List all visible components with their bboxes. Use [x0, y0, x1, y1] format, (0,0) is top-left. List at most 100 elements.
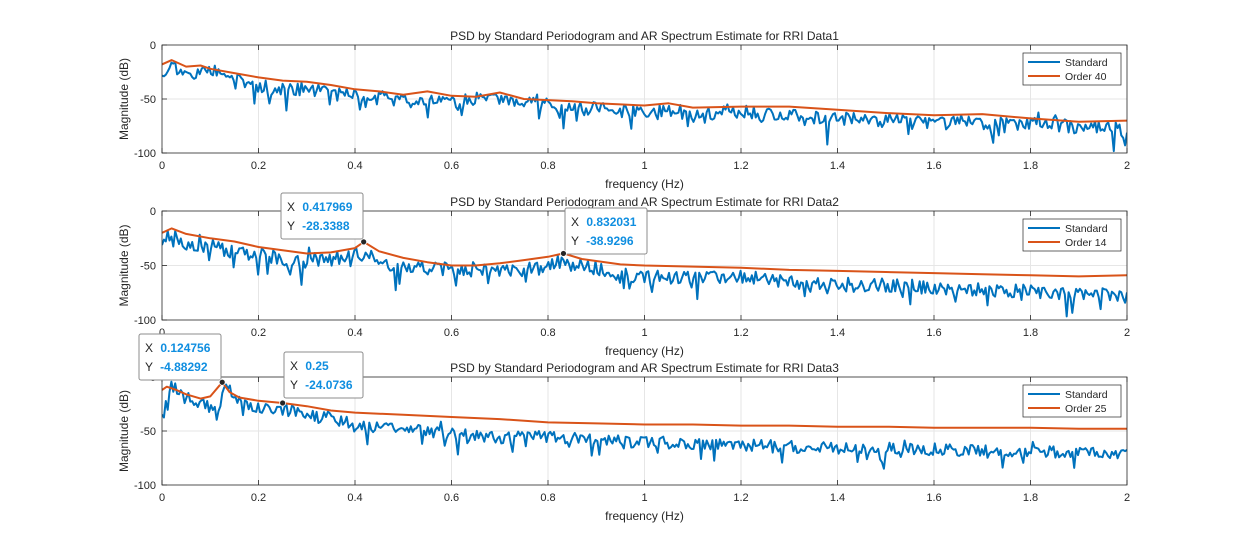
datatip-x-label: X [290, 359, 301, 373]
chart-title: PSD by Standard Periodogram and AR Spect… [450, 29, 839, 43]
y-tick-label: -100 [134, 480, 156, 492]
x-tick-label: 2 [1124, 327, 1130, 339]
x-tick-label: 1.4 [830, 492, 845, 504]
y-tick-label: 0 [150, 206, 156, 218]
y-tick-label: 0 [150, 40, 156, 52]
ar-spectrum-line [162, 59, 1127, 123]
y-axis-label: Magnitude (dB) [117, 224, 131, 306]
ar-spectrum-line [162, 381, 1127, 430]
periodogram-line [162, 61, 1127, 153]
datatip-marker[interactable] [218, 378, 226, 386]
x-tick-label: 0.6 [444, 492, 459, 504]
legend[interactable]: Standard Order 25 [1022, 384, 1122, 418]
x-tick-label: 1 [641, 160, 647, 172]
x-tick-label: 0.4 [347, 492, 362, 504]
datatip-x-label: X [145, 341, 156, 355]
y-tick-label: -50 [140, 94, 156, 106]
datatip-x-row: X 0.417969 [287, 200, 353, 214]
x-tick-label: 1.4 [830, 160, 845, 172]
datatip-y-value: -24.0736 [305, 378, 353, 392]
x-tick-label: 1.8 [1023, 160, 1038, 172]
periodogram-line [162, 380, 1127, 470]
x-tick-label: 0.8 [540, 492, 555, 504]
x-tick-label: 1.4 [830, 327, 845, 339]
x-tick-label: 0.4 [347, 327, 362, 339]
legend-entry: Order 14 [1065, 237, 1107, 249]
datatip-box [138, 333, 222, 381]
x-tick-label: 0 [159, 160, 165, 172]
datatip[interactable]: X 0.25 Y -24.0736 [279, 351, 364, 407]
datatip-x-row: X 0.124756 [145, 341, 211, 355]
x-tick-label: 1.2 [733, 492, 748, 504]
datatip-box [280, 192, 364, 240]
datatip-y-label: Y [571, 234, 582, 248]
y-axis-label: Magnitude (dB) [117, 390, 131, 472]
datatip-x-row: X 0.25 [290, 359, 329, 373]
x-tick-label: 1.6 [926, 160, 941, 172]
datatip-x-row: X 0.832031 [571, 215, 637, 229]
datatip-x-value: 0.124756 [160, 341, 210, 355]
datatip-y-label: Y [290, 378, 301, 392]
y-tick-label: -50 [140, 261, 156, 273]
chart-title: PSD by Standard Periodogram and AR Spect… [450, 195, 839, 209]
legend-entry: Standard [1065, 223, 1108, 235]
datatip-marker[interactable] [360, 238, 368, 246]
datatip-box [564, 207, 648, 255]
x-tick-label: 0.8 [540, 327, 555, 339]
y-axis-label: Magnitude (dB) [117, 58, 131, 140]
legend-box [1022, 218, 1122, 252]
datatip-y-value: -28.3388 [302, 219, 350, 233]
legend[interactable]: Standard Order 14 [1022, 218, 1122, 252]
datatip-y-row: Y -38.9296 [571, 234, 634, 248]
x-tick-label: 0 [159, 327, 165, 339]
datatip-y-value: -4.88292 [160, 360, 208, 374]
y-tick-label: -100 [134, 315, 156, 327]
legend-box [1022, 52, 1122, 86]
datatip-marker[interactable] [560, 250, 567, 257]
datatip-x-value: 0.417969 [302, 200, 352, 214]
legend-entry: Order 25 [1065, 403, 1107, 415]
x-tick-label: 0.6 [444, 160, 459, 172]
datatip-marker[interactable] [279, 399, 287, 407]
x-tick-label: 2 [1124, 160, 1130, 172]
datatip-x-label: X [571, 215, 582, 229]
datatip-y-value: -38.9296 [586, 234, 634, 248]
x-tick-label: 1.2 [733, 327, 748, 339]
x-tick-label: 1 [641, 492, 647, 504]
legend-entry: Order 40 [1065, 71, 1107, 83]
legend-entry: Standard [1065, 57, 1108, 69]
x-tick-label: 0.4 [347, 160, 362, 172]
x-tick-label: 0.8 [540, 160, 555, 172]
x-tick-label: 0.2 [251, 327, 266, 339]
x-axis-label: frequency (Hz) [605, 344, 684, 358]
datatip-x-value: 0.25 [305, 359, 329, 373]
x-tick-label: 1 [641, 327, 647, 339]
legend-entry: Standard [1065, 389, 1108, 401]
ar-spectrum-line [162, 227, 1127, 278]
chart-title: PSD by Standard Periodogram and AR Spect… [450, 361, 839, 375]
datatip[interactable]: X 0.832031 Y -38.9296 [560, 207, 648, 257]
x-axis-label: frequency (Hz) [605, 177, 684, 191]
x-tick-label: 0.6 [444, 327, 459, 339]
x-tick-label: 0 [159, 492, 165, 504]
datatip-x-value: 0.832031 [586, 215, 636, 229]
periodogram-line [162, 229, 1127, 318]
x-tick-label: 0.2 [251, 160, 266, 172]
datatip-y-row: Y -4.88292 [145, 360, 208, 374]
legend[interactable]: Standard Order 40 [1022, 52, 1122, 86]
datatip[interactable]: X 0.124756 Y -4.88292 [138, 333, 226, 386]
datatip[interactable]: X 0.417969 Y -28.3388 [280, 192, 368, 246]
x-tick-label: 2 [1124, 492, 1130, 504]
datatip-y-row: Y -24.0736 [290, 378, 353, 392]
datatip-box [283, 351, 364, 399]
x-tick-label: 0.2 [251, 492, 266, 504]
datatip-x-label: X [287, 200, 298, 214]
datatip-y-label: Y [145, 360, 156, 374]
x-tick-label: 1.6 [926, 327, 941, 339]
chart-1: 0 0.2 0.4 0.6 0.8 1 1.2 1.4 1.6 1.8 2 0 -50 -100 PSD b… [117, 29, 1130, 191]
x-tick-label: 1.2 [733, 160, 748, 172]
x-axis-label: frequency (Hz) [605, 509, 684, 523]
